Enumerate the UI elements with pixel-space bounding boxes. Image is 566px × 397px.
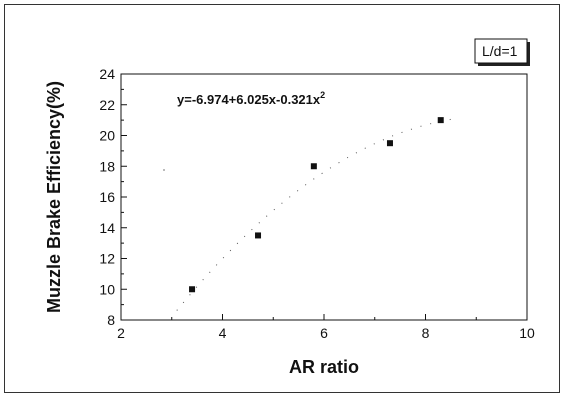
x-tick-label: 2 (117, 325, 125, 341)
y-tick-label: 8 (107, 312, 115, 328)
y-tick-label: 20 (99, 128, 115, 144)
x-axis-title: AR ratio (289, 357, 359, 377)
x-tick-label: 6 (320, 325, 328, 341)
fit-equation-text: y=-6.974+6.025x-0.321x (177, 92, 321, 107)
plot-area (120, 73, 528, 321)
x-tick-label: 8 (422, 325, 430, 341)
y-tick-label: 14 (99, 220, 115, 236)
x-tick-label: 10 (519, 325, 535, 341)
data-point (189, 286, 196, 293)
fit-curve (176, 118, 457, 311)
data-point (255, 232, 262, 239)
y-tick-label: 10 (99, 281, 115, 297)
legend: L/d=1 (474, 38, 530, 66)
fit-curve-layer (163, 118, 457, 311)
y-tick-label: 12 (99, 251, 115, 267)
legend-box (474, 38, 528, 64)
y-tick-label: 18 (99, 158, 115, 174)
y-axis-title: Muzzle Brake Efficiency(%) (44, 81, 64, 313)
fit-equation: y=-6.974+6.025x-0.321x2 (177, 90, 325, 107)
data-point (386, 140, 393, 147)
y-tick-label: 16 (99, 189, 115, 205)
y-tick-label: 24 (99, 66, 115, 82)
data-points-layer (189, 117, 444, 293)
legend-label: L/d=1 (482, 43, 518, 59)
chart-frame: 2 4 6 8 10 8 10 12 14 16 18 20 22 24 y=-6.974+6.025x-… (4, 4, 560, 393)
data-point (310, 163, 317, 170)
y-tick-label: 22 (99, 97, 115, 113)
x-tick-label: 4 (219, 325, 227, 341)
data-point (437, 117, 444, 124)
fit-equation-exponent: 2 (320, 90, 325, 100)
